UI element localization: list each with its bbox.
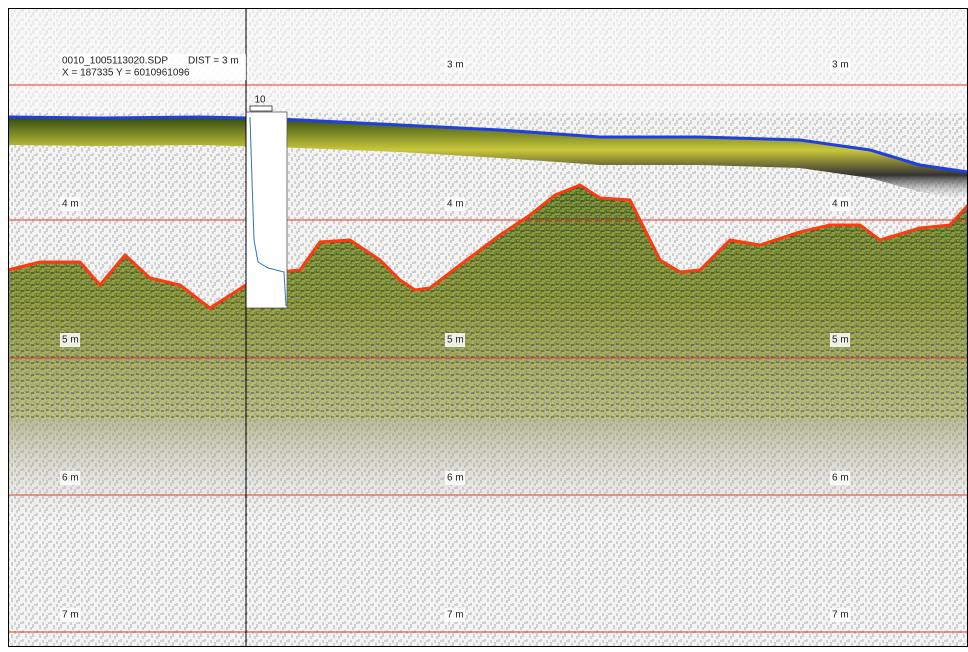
depth-label: 7 m	[832, 610, 849, 621]
cursor-panel	[246, 112, 287, 308]
depth-label: 4 m	[447, 199, 464, 210]
marker-label: 10	[254, 95, 266, 106]
depth-label: 3 m	[832, 60, 849, 71]
depth-label: 5 m	[62, 335, 79, 346]
depth-label: 3 m	[447, 60, 464, 71]
page: 10 0010_1005113020.SDP DIST = 3 m X = 18…	[0, 0, 968, 647]
marker-box	[250, 106, 272, 111]
coordinates: X = 187335 Y = 6010961096	[62, 68, 190, 79]
depth-label: 7 m	[447, 610, 464, 621]
depth-label: 7 m	[62, 610, 79, 621]
file-name: 0010_1005113020.SDP	[62, 56, 168, 67]
depth-label: 6 m	[62, 473, 79, 484]
distance: DIST = 3 m	[188, 56, 239, 67]
depth-label: 6 m	[832, 473, 849, 484]
depth-label: 5 m	[832, 335, 849, 346]
depth-label: 4 m	[832, 199, 849, 210]
depth-label: 4 m	[62, 199, 79, 210]
depth-label: 5 m	[447, 335, 464, 346]
depth-label: 6 m	[447, 473, 464, 484]
profile-view: 10 0010_1005113020.SDP DIST = 3 m X = 18…	[0, 0, 968, 647]
